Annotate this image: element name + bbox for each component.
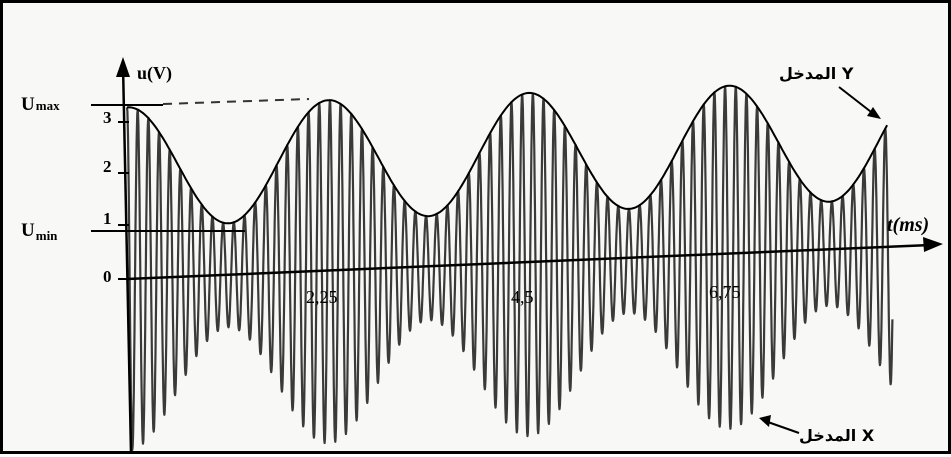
y-axis-label: u(V) xyxy=(137,63,172,84)
y-axis-line xyxy=(121,64,133,454)
x-mark-4-5: 4,5 xyxy=(511,287,534,307)
x-mark-2-25: 2,25 xyxy=(306,287,338,307)
chart-svg: u(V) t(ms) 0 1 2 3 2,25 4,5 6,75 Umax Um… xyxy=(21,57,943,454)
input-x-label: المدخل X xyxy=(799,426,875,445)
x-mark-6-75: 6,75 xyxy=(709,282,741,302)
series-y-line xyxy=(126,84,888,225)
input-y-arrowhead xyxy=(867,107,881,119)
signal-layer xyxy=(125,85,894,451)
envelope-layer xyxy=(126,84,888,225)
y-tick-2: 2 xyxy=(103,157,112,176)
x-axis-line xyxy=(126,243,932,281)
series-x-line xyxy=(125,85,894,451)
u-max-dash-line xyxy=(162,98,310,105)
input-y-pointer xyxy=(838,86,876,116)
input-y-label: المدخل Y xyxy=(779,64,854,83)
y-tick-3: 3 xyxy=(103,108,112,127)
text-layer: u(V) t(ms) 0 1 2 3 2,25 4,5 6,75 Umax Um… xyxy=(21,63,929,445)
input-x-arrowhead xyxy=(759,415,771,427)
y-tick-0: 0 xyxy=(103,267,112,286)
x-axis-arrow xyxy=(923,237,943,252)
u-min-label: Umin xyxy=(21,220,58,243)
u-max-label: Umax xyxy=(21,94,60,115)
axes-layer xyxy=(91,57,943,454)
input-x-pointer xyxy=(764,420,800,434)
x-axis-label: t(ms) xyxy=(887,214,929,236)
y-axis-arrow xyxy=(116,57,130,77)
y-tick-1: 1 xyxy=(103,209,112,228)
